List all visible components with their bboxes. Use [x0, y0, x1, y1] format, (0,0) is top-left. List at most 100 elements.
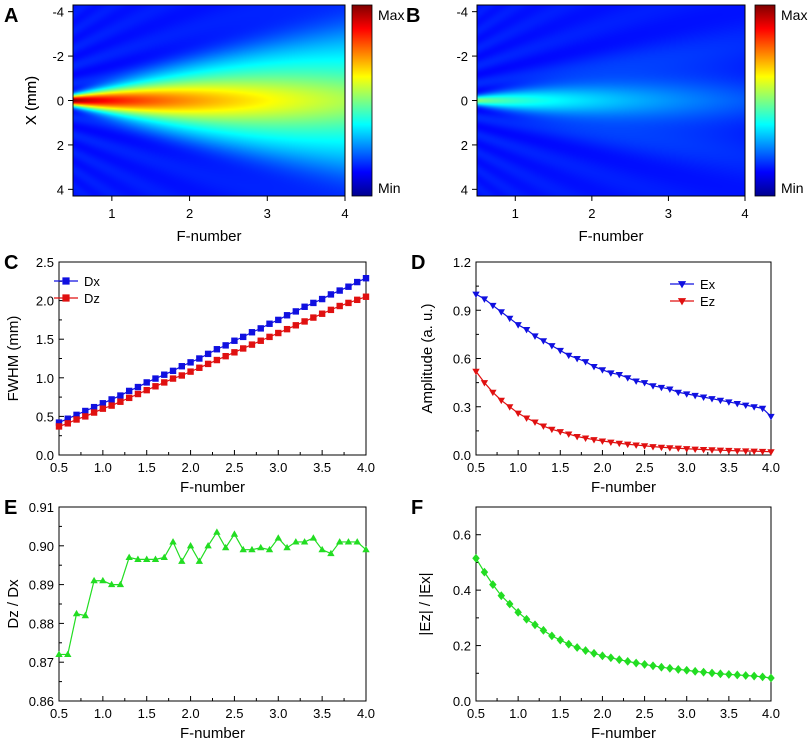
x-tick-label-c: 4.0 [357, 460, 375, 475]
data-point-f-ezex [472, 553, 480, 563]
data-point-d-ez [581, 435, 590, 442]
data-point-d-ez [497, 397, 505, 405]
y-axis-label-e: Dz / Dx [5, 579, 22, 629]
data-point-c-dz [292, 322, 300, 329]
y-axis-label-f: |Ez| / |Ex| [417, 572, 434, 635]
data-point-e-dzdx [257, 543, 265, 551]
data-point-c-dz [275, 329, 282, 337]
data-point-e-dzdx [134, 555, 142, 562]
plot-frame-d [475, 261, 772, 456]
y-tick-label-f: 0.0 [453, 694, 471, 709]
data-point-e-dzdx [221, 543, 230, 551]
data-point-d-ex [716, 397, 725, 405]
data-point-e-dzdx [64, 650, 72, 657]
x-tick-label-b: 2 [588, 206, 595, 221]
data-point-d-ex [480, 296, 489, 303]
legend-label-c-dz: Dz [84, 291, 100, 306]
data-point-c-dx [178, 363, 185, 370]
data-point-e-dzdx [344, 538, 353, 545]
data-point-e-dzdx [151, 555, 160, 562]
data-point-d-ez [615, 440, 623, 448]
data-point-c-dz [64, 420, 71, 427]
data-point-e-dzdx [169, 538, 177, 545]
data-point-d-ez [716, 447, 725, 455]
legend-label-c-dx: Dx [84, 274, 100, 289]
data-point-c-dx [283, 312, 291, 319]
x-tick-label-d: 0.5 [467, 460, 485, 475]
x-tick-label-e: 3.0 [269, 706, 287, 721]
data-point-f-ezex [489, 580, 497, 590]
data-point-c-dx [318, 295, 326, 303]
data-point-d-ez [548, 426, 556, 434]
data-point-c-dz [336, 302, 343, 310]
y-axis-label-d: Amplitude (a. u.) [419, 303, 436, 413]
data-point-c-dx [301, 303, 308, 310]
data-point-d-ez [733, 448, 741, 455]
plot-frame-e [58, 506, 367, 702]
data-point-d-ex [699, 394, 708, 401]
data-point-c-dx [231, 337, 238, 344]
data-point-d-ex [539, 338, 548, 345]
data-point-f-ezex [581, 646, 590, 655]
data-point-d-ex [708, 396, 716, 403]
x-tick-label-c: 1.5 [138, 460, 156, 475]
data-point-c-dx [99, 400, 107, 407]
y-tick-label-a: 4 [57, 182, 64, 197]
data-point-c-dz [169, 375, 177, 382]
y-tick-label-c: 0.0 [36, 448, 54, 463]
data-point-c-dz [301, 318, 308, 325]
data-point-c-dx [161, 371, 168, 378]
y-tick-label-d: 1.2 [453, 255, 471, 270]
data-point-c-dz [55, 423, 63, 430]
y-tick-label-d: 0.0 [453, 448, 471, 463]
data-point-f-ezex [682, 665, 691, 675]
data-point-f-ezex [691, 666, 699, 676]
data-point-e-dzdx [274, 534, 282, 541]
data-point-e-dzdx [204, 541, 212, 549]
data-point-e-dzdx [72, 609, 81, 617]
data-point-f-ezex [674, 664, 683, 674]
x-tick-label-c: 3.0 [269, 460, 287, 475]
data-point-e-dzdx [318, 545, 326, 553]
y-tick-label-d: 0.6 [453, 352, 471, 367]
data-point-e-dzdx [283, 543, 291, 551]
data-point-e-dzdx [90, 576, 98, 584]
y-tick-label-f: 0.4 [453, 583, 471, 598]
x-tick-label-f: 1.5 [551, 706, 569, 721]
data-point-e-dzdx [107, 580, 116, 588]
data-point-d-ez [674, 445, 682, 453]
data-point-c-dz [125, 394, 133, 402]
data-point-d-ex [624, 375, 632, 382]
x-tick-label-f: 2.5 [636, 706, 654, 721]
data-point-e-dzdx [143, 555, 151, 562]
data-point-f-ezex [514, 607, 522, 617]
data-point-c-dx [143, 379, 150, 386]
x-tick-label-e: 1.0 [94, 706, 112, 721]
panel-letter-a: A [4, 5, 18, 27]
data-point-d-ez [565, 431, 573, 438]
data-point-d-ez [573, 433, 581, 441]
data-point-d-ex [581, 359, 590, 366]
legend-label-d-ex: Ex [700, 277, 716, 292]
data-point-c-dz [161, 379, 168, 386]
data-point-c-dx [196, 355, 203, 362]
x-tick-label-d: 3.0 [678, 460, 696, 475]
data-point-d-ex [742, 402, 750, 409]
data-point-e-dzdx [292, 538, 300, 545]
data-point-d-ez [489, 389, 497, 397]
data-point-e-dzdx [160, 553, 168, 560]
y-tick-label-e: 0.90 [29, 539, 54, 554]
legend-marker-c-dz [62, 294, 70, 302]
data-point-c-dx [275, 316, 282, 324]
data-point-c-dx [310, 299, 317, 307]
x-tick-label-c: 2.5 [225, 460, 243, 475]
data-point-f-ezex [666, 663, 674, 673]
data-point-f-ezex [598, 651, 607, 661]
data-point-d-ex [565, 352, 573, 360]
data-point-c-dz [231, 349, 238, 356]
y-tick-label-b: -2 [456, 49, 468, 64]
data-point-f-ezex [590, 648, 598, 658]
x-axis-label-b: F-number [578, 228, 643, 245]
data-point-d-ex [531, 333, 539, 340]
data-point-c-dx [169, 367, 177, 375]
